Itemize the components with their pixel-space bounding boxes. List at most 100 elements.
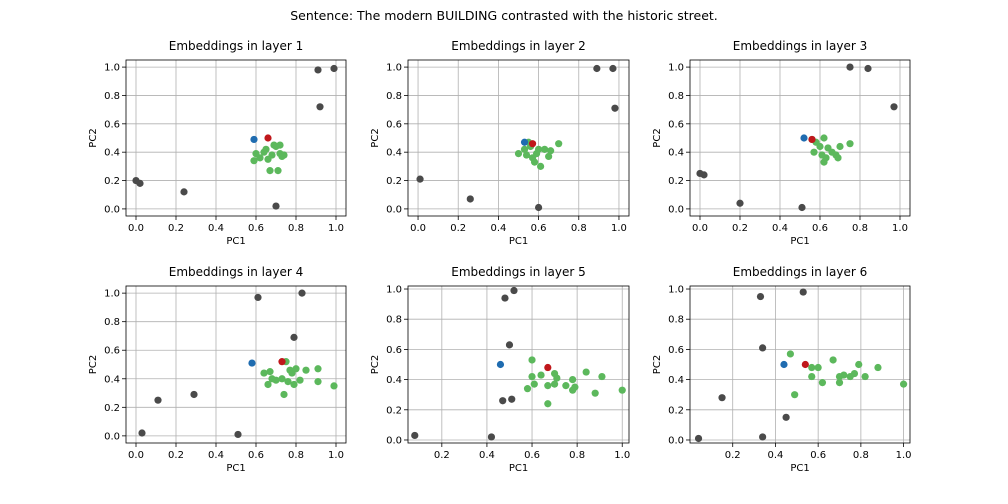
similar-token-point [816,142,824,151]
context-token-point [799,288,807,296]
plot-frame [407,59,630,217]
subplot-title: Embeddings in layer 2 [451,39,585,53]
context-token-point [154,396,162,404]
x-tick-label: 0.0 [692,223,708,234]
similar-token-point [836,142,844,151]
subplot-title: Embeddings in layer 1 [169,39,303,53]
x-tick-label: 0.4 [767,450,783,461]
y-tick-label: 0.8 [104,91,120,102]
y-tick-label: 0.6 [668,345,684,356]
similar-token-point [829,356,837,364]
y-tick-label: 0.8 [104,317,120,328]
x-tick-label: 0.4 [208,450,224,461]
context-token-point [466,195,474,203]
similar-token-point [541,145,549,153]
similar-token-point [530,380,538,388]
x-axis-label: PC1 [509,463,528,474]
x-tick-label: 0.2 [450,223,466,234]
similar-token-point [846,140,854,148]
x-tick-label: 0.0 [128,223,144,234]
similar-token-point [266,167,274,175]
y-tick-label: 0.2 [668,405,684,416]
context-token-point [499,397,507,405]
context-token-point [756,292,765,301]
similar-token-point [550,380,559,388]
similar-token-point [272,376,280,384]
x-tick-label: 1.0 [614,450,630,461]
subplot-5: 0.2 0.4 0.6 0.8 1.0 0.0 0.2 0.4 0.6 0.8 1.0 Embeddi… [370,265,630,474]
similar-token-point [814,363,822,372]
context-token-point [298,289,306,297]
y-axis-label: PC2 [652,128,663,147]
reference-token-point [248,359,256,367]
reference-token-point [800,134,808,142]
y-tick-label: 1.0 [668,285,684,296]
context-token-point [290,333,298,341]
context-token-point [254,293,262,302]
context-token-point [510,286,518,295]
similar-token-point [514,150,523,158]
reference-token-point [250,135,258,144]
x-axis-label: PC1 [509,236,528,247]
y-tick-label: 0.6 [104,119,120,130]
subplot-6: 0.2 0.4 0.6 0.8 1.0 0.0 0.2 0.4 0.6 0.8 1.0 Embeddi… [652,265,912,474]
context-token-point [272,202,280,210]
similar-token-point [278,375,286,383]
x-tick-label: 0.6 [248,223,264,234]
similar-token-point [569,375,577,384]
x-axis-label: PC1 [226,236,245,247]
x-tick-label: 0.0 [128,450,144,461]
similar-token-point [544,400,552,408]
y-axis-label: PC2 [370,128,381,147]
y-tick-label: 0.0 [104,431,120,442]
x-tick-label: 0.4 [208,223,224,234]
context-token-point [180,188,188,196]
subplot-4: 0.0 0.2 0.4 0.6 0.8 1.0 0.0 0.2 0.4 0.6 0.8 1.0 Embe… [88,265,347,474]
similar-token-point [256,154,264,162]
subplot-1: 0.0 0.2 0.4 0.6 0.8 1.0 0.0 0.2 0.4 0.6 0.8 1.0 Embe… [88,39,347,247]
similar-token-point [850,369,859,378]
x-tick-label: 1.0 [892,223,908,234]
x-tick-label: 0.2 [168,450,184,461]
similar-token-point [262,145,270,153]
y-tick-label: 1.0 [386,285,402,296]
similar-token-point [523,385,532,393]
y-tick-label: 0.4 [668,148,684,159]
x-axis-label: PC1 [226,463,245,474]
y-tick-label: 0.6 [668,119,684,130]
y-axis-label: PC2 [88,355,99,374]
y-tick-label: 1.0 [386,63,402,74]
x-tick-label: 0.0 [410,223,426,234]
subplot-title: Embeddings in layer 5 [451,265,585,279]
y-tick-label: 1.0 [104,289,120,300]
similar-token-point [280,390,288,399]
y-tick-label: 0.2 [104,176,120,187]
context-token-point [487,433,496,441]
similar-token-point [562,382,570,390]
context-token-point [593,64,601,73]
similar-token-point [547,147,555,155]
plot-frame [407,285,630,444]
subplot-title: Embeddings in layer 6 [733,265,867,279]
similar-token-point [276,141,284,149]
context-token-point [759,344,767,352]
similar-token-point [284,378,292,386]
similar-token-point [791,391,799,399]
similar-token-point [528,372,536,381]
similar-token-point [835,379,844,387]
similar-token-point [808,372,816,381]
y-tick-label: 0.2 [386,405,402,416]
similar-token-point [266,368,274,376]
similar-token-point [314,378,322,386]
similar-token-point [290,380,298,389]
similar-token-point [520,145,529,153]
target-token-point [808,135,816,144]
similar-token-point [899,380,908,388]
x-tick-label: 0.6 [248,450,264,461]
y-tick-label: 0.0 [386,204,402,215]
similar-token-point [264,380,272,389]
y-tick-label: 0.8 [668,315,684,326]
context-token-point [782,413,790,421]
y-tick-label: 1.0 [668,63,684,74]
x-tick-label: 0.4 [772,223,788,234]
